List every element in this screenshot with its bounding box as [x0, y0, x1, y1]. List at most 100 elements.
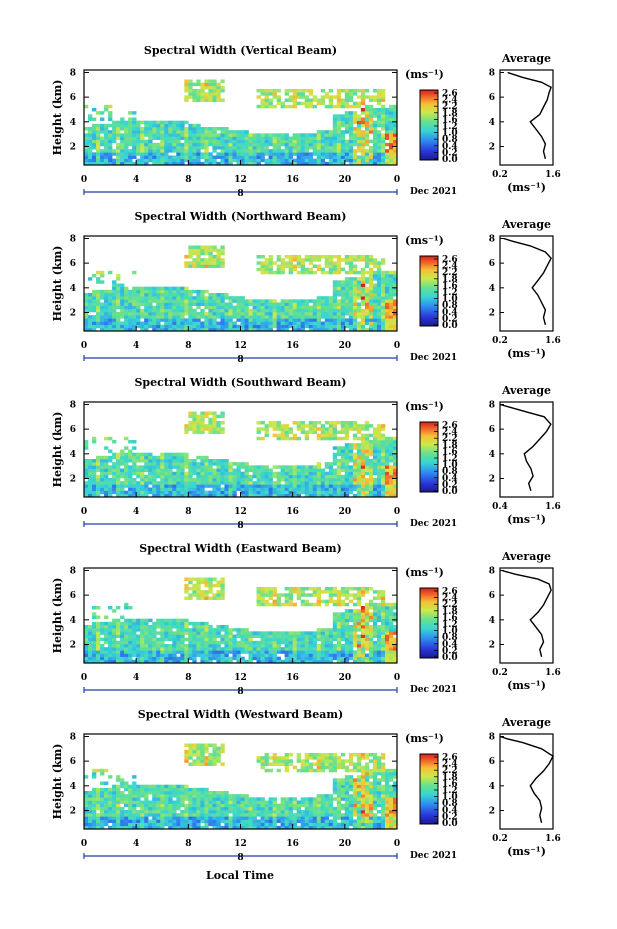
heatmap-cell	[136, 644, 141, 648]
heatmap-cell	[388, 609, 394, 613]
heatmap-cell	[188, 146, 193, 150]
heatmap-cell	[344, 283, 350, 287]
heatmap-cell	[208, 248, 213, 253]
heatmap-cell	[212, 161, 217, 166]
spectral-width-panel: Spectral Width (Northward Beam)2468Heigh…	[51, 210, 561, 365]
heatmap-cell	[200, 89, 205, 93]
heatmap-cell	[320, 161, 326, 166]
heatmap-cell	[172, 647, 177, 651]
heatmap-cell	[388, 647, 394, 651]
heatmap-cell	[92, 161, 97, 166]
heatmap-cell	[180, 286, 185, 291]
heatmap-cell	[160, 155, 165, 159]
heatmap-cell	[124, 478, 129, 482]
heatmap-cell	[136, 315, 141, 319]
heatmap-cell	[204, 251, 209, 256]
heatmap-cell	[276, 593, 281, 597]
heatmap-cell	[384, 452, 390, 457]
heatmap-cell	[320, 270, 326, 275]
heatmap-cell	[380, 459, 386, 463]
heatmap-cell	[368, 321, 374, 325]
heatmap-cell	[188, 264, 193, 268]
heatmap-cell	[88, 647, 93, 651]
heatmap-cell	[132, 286, 137, 291]
heatmap-cell	[380, 92, 386, 96]
heatmap-cell	[132, 637, 137, 642]
heatmap-cell	[196, 149, 201, 153]
colorbar-tick-label: 0.4	[442, 474, 458, 484]
heatmap-cell	[296, 321, 301, 325]
heatmap-cell	[116, 123, 121, 128]
heatmap-cell	[156, 640, 161, 645]
heatmap-cell	[124, 606, 129, 610]
heatmap-cell	[272, 89, 277, 93]
heatmap-cell	[296, 312, 301, 316]
heatmap-cell	[336, 293, 342, 297]
heatmap-cell	[212, 628, 217, 632]
heatmap-cell	[140, 315, 145, 319]
heatmap-cell	[208, 427, 213, 431]
heatmap-cell	[376, 634, 382, 638]
heatmap-cell	[368, 104, 374, 109]
heatmap-cell	[360, 462, 366, 466]
heatmap-cell	[140, 120, 145, 125]
colorbar-tick-label: 0.8	[442, 135, 458, 145]
heatmap-cell	[88, 142, 93, 147]
heatmap-cell	[216, 133, 221, 137]
heatmap-cell	[392, 299, 398, 303]
heatmap-cell	[360, 650, 366, 654]
heatmap-cell	[160, 302, 165, 306]
heatmap-cell	[320, 155, 326, 159]
heatmap-cell	[140, 296, 145, 300]
heatmap-cell	[208, 161, 213, 166]
heatmap-cell	[352, 280, 358, 284]
heatmap-cell	[200, 637, 205, 642]
heatmap-cell	[140, 468, 145, 472]
heatmap-cell	[336, 289, 342, 294]
heatmap-cell	[280, 650, 285, 654]
heatmap-cell	[308, 139, 314, 144]
heatmap-cell	[284, 493, 289, 498]
heatmap-cell	[228, 474, 233, 479]
heatmap-cell	[344, 478, 350, 482]
heatmap-cell	[344, 596, 350, 600]
heatmap-cell	[168, 484, 173, 488]
heatmap-cell	[388, 123, 394, 128]
heatmap-cell	[220, 248, 225, 253]
heatmap-cell	[280, 264, 285, 268]
heatmap-cell	[220, 324, 225, 329]
heatmap-cell	[380, 455, 386, 460]
heatmap-cell	[132, 618, 137, 623]
x-tick-label: 8	[185, 507, 191, 517]
heatmap-cell	[84, 158, 89, 163]
heatmap-cell	[376, 596, 382, 600]
heatmap-cell	[220, 468, 225, 472]
heatmap-cell	[368, 283, 374, 287]
heatmap-cell	[152, 462, 157, 466]
heatmap-cell	[312, 161, 318, 166]
heatmap-cell	[136, 299, 141, 303]
heatmap-cell	[308, 299, 314, 303]
heatmap-cell	[296, 92, 301, 96]
heatmap-cell	[296, 161, 301, 166]
heatmap-cell	[356, 628, 362, 632]
average-profile-line	[503, 237, 552, 325]
heatmap-cell	[356, 618, 362, 623]
heatmap-cell	[364, 123, 370, 128]
heatmap-cell	[148, 628, 153, 632]
heatmap-cell	[384, 293, 390, 297]
heatmap-cell	[324, 139, 330, 144]
heatmap-cell	[348, 487, 354, 491]
heatmap-cell	[184, 644, 189, 648]
heatmap-cell	[392, 481, 398, 485]
heatmap-cell	[212, 136, 217, 140]
heatmap-cell	[152, 130, 157, 134]
heatmap-cell	[152, 296, 157, 300]
heatmap-cell	[340, 478, 346, 482]
heatmap-cell	[392, 108, 398, 112]
heatmap-cell	[104, 493, 109, 498]
heatmap-cell	[104, 146, 109, 150]
heatmap-cell	[176, 481, 181, 485]
heatmap-cell	[324, 264, 330, 268]
heatmap-cell	[184, 130, 189, 134]
